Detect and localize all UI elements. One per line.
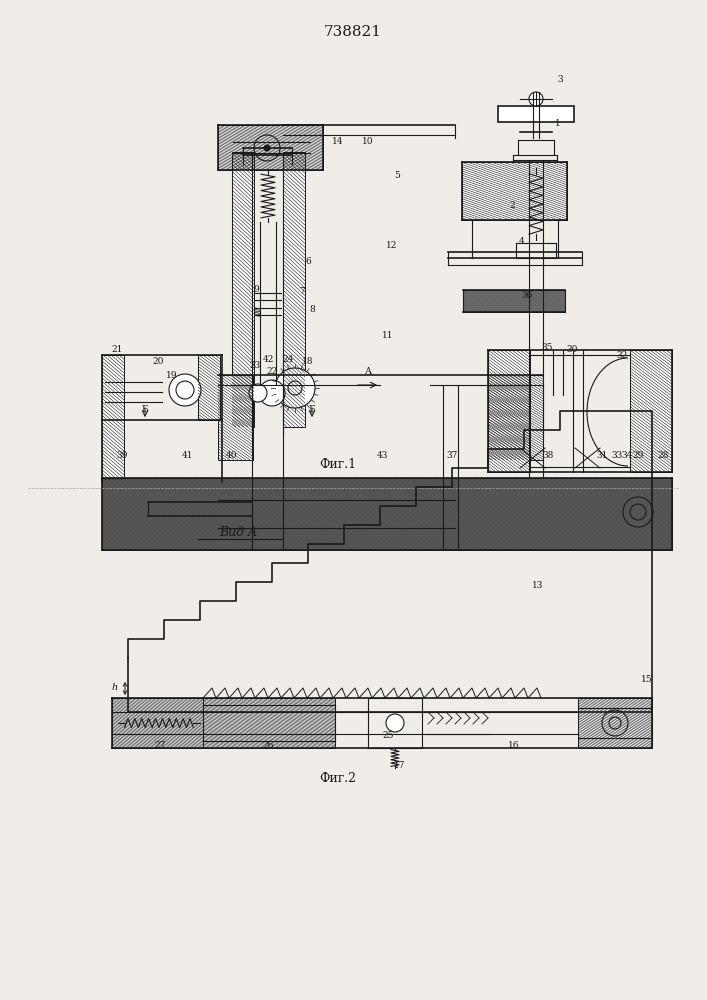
- Text: 16: 16: [508, 742, 520, 750]
- Text: 33: 33: [612, 450, 623, 460]
- Text: h: h: [112, 684, 118, 692]
- Text: A: A: [365, 367, 371, 376]
- Bar: [218, 375, 253, 460]
- Bar: [578, 698, 652, 748]
- Bar: [102, 478, 672, 550]
- Bar: [102, 355, 124, 480]
- Text: 20: 20: [152, 358, 164, 366]
- Text: 38: 38: [542, 450, 554, 460]
- Text: 32: 32: [617, 351, 628, 360]
- Text: 27: 27: [154, 742, 165, 750]
- Circle shape: [602, 710, 628, 736]
- Text: 1: 1: [555, 118, 561, 127]
- Bar: [203, 698, 335, 748]
- Text: 36: 36: [521, 290, 532, 300]
- Text: 22: 22: [267, 367, 278, 376]
- Bar: [462, 162, 567, 220]
- Bar: [283, 152, 305, 427]
- Text: 11: 11: [382, 330, 394, 340]
- Text: 13: 13: [532, 582, 544, 590]
- Text: 39: 39: [117, 450, 128, 460]
- Text: Фиг.1: Фиг.1: [320, 458, 356, 472]
- Text: Фиг.2: Фиг.2: [320, 772, 356, 784]
- Bar: [112, 698, 204, 748]
- Circle shape: [249, 384, 267, 402]
- Text: 41: 41: [182, 450, 194, 460]
- Circle shape: [288, 381, 302, 395]
- Text: 40: 40: [226, 450, 238, 460]
- Bar: [630, 350, 672, 472]
- Circle shape: [630, 504, 646, 520]
- Text: 2: 2: [509, 200, 515, 210]
- Bar: [218, 125, 323, 170]
- Text: 4: 4: [519, 237, 525, 246]
- Text: 31: 31: [596, 450, 608, 460]
- Text: 8: 8: [309, 306, 315, 314]
- Text: 5: 5: [394, 170, 400, 180]
- Circle shape: [176, 381, 194, 399]
- Bar: [198, 355, 220, 420]
- Circle shape: [609, 717, 621, 729]
- Text: 37: 37: [446, 450, 457, 460]
- Text: 34: 34: [621, 450, 633, 460]
- Bar: [488, 350, 530, 472]
- Text: 17: 17: [395, 760, 406, 770]
- Text: 7: 7: [299, 288, 305, 296]
- Text: 738821: 738821: [324, 25, 382, 39]
- Text: Вид A: Вид A: [219, 526, 257, 540]
- Text: 42: 42: [262, 356, 274, 364]
- Text: 18: 18: [303, 358, 314, 366]
- Bar: [498, 106, 574, 122]
- Text: 19: 19: [166, 370, 177, 379]
- Text: 35: 35: [542, 342, 553, 352]
- Text: 28: 28: [658, 450, 669, 460]
- Circle shape: [386, 714, 404, 732]
- Circle shape: [169, 374, 201, 406]
- Text: Б: Б: [141, 406, 148, 414]
- Text: 3: 3: [557, 76, 563, 85]
- Text: 23: 23: [250, 360, 261, 369]
- Text: 29: 29: [632, 450, 643, 460]
- Bar: [488, 375, 543, 460]
- Text: 21: 21: [111, 346, 123, 355]
- Circle shape: [275, 368, 315, 408]
- Text: 9: 9: [253, 286, 259, 294]
- Bar: [232, 152, 254, 427]
- Text: Б: Б: [309, 406, 315, 414]
- Text: 6: 6: [305, 257, 311, 266]
- Text: 10: 10: [362, 137, 374, 146]
- Bar: [463, 290, 565, 312]
- Circle shape: [259, 380, 285, 406]
- Text: 25: 25: [382, 732, 394, 740]
- Text: 15: 15: [641, 676, 653, 684]
- Circle shape: [623, 497, 653, 527]
- Text: 14: 14: [332, 137, 344, 146]
- Text: 26: 26: [262, 742, 274, 750]
- Text: 24: 24: [282, 356, 293, 364]
- Text: 12: 12: [386, 241, 397, 250]
- Text: 43: 43: [376, 450, 387, 460]
- Text: 30: 30: [566, 346, 578, 355]
- Circle shape: [264, 145, 270, 151]
- Circle shape: [254, 135, 280, 161]
- Circle shape: [529, 92, 543, 106]
